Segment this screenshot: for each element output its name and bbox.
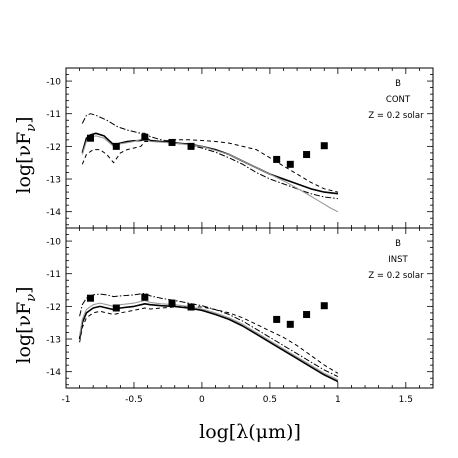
top-data-point	[320, 142, 328, 150]
top-y-tick-label: -14	[46, 208, 61, 218]
bottom-y-tick-label: -13	[46, 336, 61, 346]
top-data-point	[286, 160, 294, 168]
bottom-y-tick-label: -10	[46, 238, 61, 248]
bottom-series-dashed	[79, 305, 339, 374]
y-axis-label-top: log[νFν]	[13, 116, 39, 193]
bottom-x-tick-label: 1.5	[399, 395, 413, 405]
bottom-series-solid	[78, 303, 339, 383]
top-annotation-metallicity: Z = 0.2 solar	[368, 111, 424, 121]
bottom-annotation-model: INST	[388, 255, 408, 265]
bottom-data-point	[86, 294, 94, 302]
top-data-point	[303, 151, 311, 159]
top-data-point	[86, 134, 94, 142]
bottom-data-point	[141, 293, 149, 301]
bottom-data-point	[112, 304, 120, 312]
top-series-dashed	[81, 139, 339, 193]
top-data-point	[141, 133, 149, 141]
top-annotation-band: B	[395, 79, 401, 89]
bottom-data-point	[286, 320, 294, 328]
top-y-tick-label: -13	[46, 176, 61, 186]
bottom-y-tick-label: -12	[46, 303, 61, 313]
bottom-x-tick-label: -1	[62, 395, 71, 405]
bottom-data-point	[320, 302, 328, 310]
bottom-data-point	[273, 315, 281, 323]
top-y-tick-label: -12	[46, 143, 61, 153]
bottom-y-tick-label: -14	[46, 368, 61, 378]
top-panel: -14 -13 -12 -11 -10 B CONT Z = 0.2 solar	[46, 67, 434, 229]
top-series-grey	[81, 135, 339, 213]
bottom-data-point	[168, 299, 176, 307]
top-y-tick-label: -11	[46, 110, 61, 120]
bottom-panel: -14 -13 -12 -11 -10 -1 -0.5 0 0.5 1 1.5 B INST Z = 0.…	[46, 227, 434, 405]
top-series-dash-dot	[81, 113, 338, 200]
svg-text:log[νFν]: log[νFν]	[13, 286, 39, 363]
bottom-data-point	[187, 303, 195, 311]
top-data-point	[187, 142, 195, 150]
bottom-annotation-metallicity: Z = 0.2 solar	[368, 271, 424, 281]
top-data-point	[112, 142, 120, 150]
bottom-x-tick-label: 0	[199, 395, 205, 405]
bottom-data-point	[303, 311, 311, 319]
top-data-point	[273, 155, 281, 163]
y-axis-label-bottom: log[νFν]	[13, 286, 39, 363]
bottom-x-tick-label: 1	[335, 395, 341, 405]
x-axis-label: log[λ(μm)]	[199, 421, 301, 443]
top-y-tick-label: -10	[46, 78, 61, 88]
bottom-x-tick-label: 0.5	[263, 395, 277, 405]
bottom-x-tick-label: -0.5	[125, 395, 143, 405]
svg-text:log[νFν]: log[νFν]	[13, 116, 39, 193]
bottom-plot-frame	[65, 227, 434, 389]
bottom-annotation-band: B	[395, 239, 401, 249]
top-data-point	[168, 138, 176, 146]
top-series-solid	[81, 132, 338, 195]
top-annotation-model: CONT	[386, 95, 411, 105]
bottom-y-tick-label: -11	[46, 270, 61, 280]
